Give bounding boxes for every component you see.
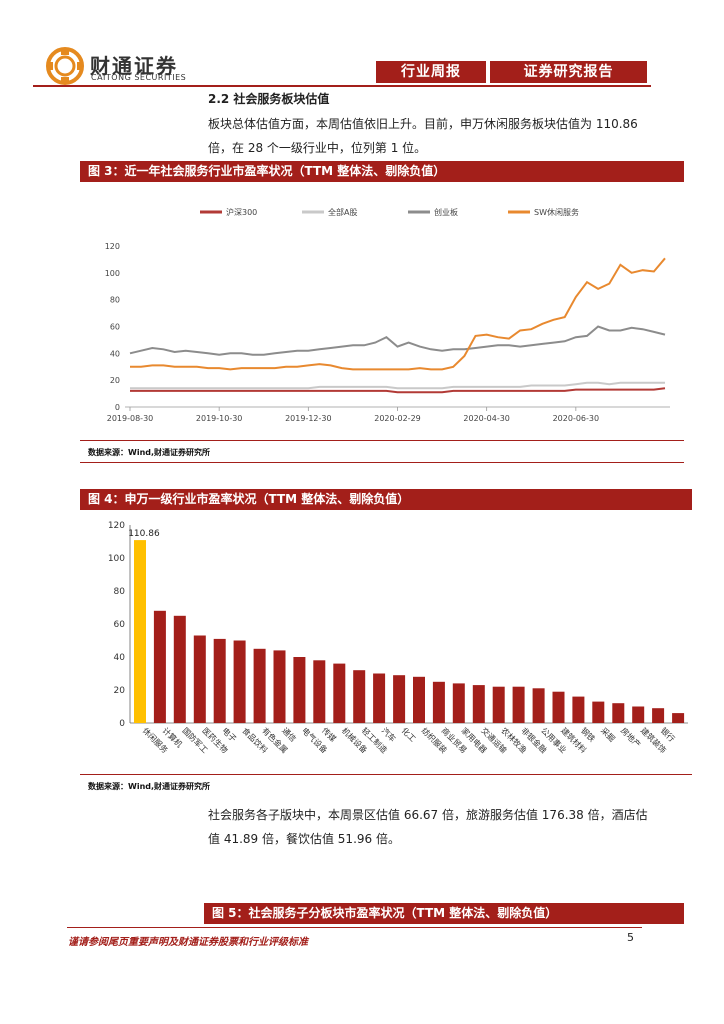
x-category-label: 采掘 <box>599 725 617 743</box>
x-category-label: 传媒 <box>320 725 338 743</box>
y-tick-label: 0 <box>115 403 120 412</box>
y-tick-label: 60 <box>110 323 120 332</box>
bar <box>134 540 146 723</box>
figure-4-divider <box>80 774 692 775</box>
figure-3-title: 图 3：近一年社会服务行业市盈率状况（TTM 整体法、剔除负值） <box>80 161 684 182</box>
paragraph-1-line-2: 倍，在 28 个一级行业中，位列第 1 位。 <box>208 141 427 155</box>
y-tick-label: 40 <box>114 653 126 663</box>
brand-name-cn: 财通证券 <box>90 54 178 78</box>
bar <box>173 615 186 723</box>
legend-label-1: 全部A股 <box>328 207 357 217</box>
series-line-0 <box>130 387 666 394</box>
bar <box>193 635 206 723</box>
paragraph-2-line-2: 值 41.89 倍，餐饮估值 51.96 倍。 <box>208 832 400 846</box>
bar <box>652 708 665 723</box>
figure-4-title: 图 4：申万一级行业市盈率状况（TTM 整体法、剔除负值） <box>80 489 692 510</box>
brand-logo-icon <box>46 47 84 85</box>
legend-label-3: SW休闲服务 <box>534 207 579 217</box>
bar <box>612 703 625 723</box>
bar <box>592 701 605 723</box>
x-category-label: 通信 <box>280 725 298 743</box>
figure-3-bottom-divider <box>80 462 684 463</box>
x-category-label: 汽车 <box>380 725 398 743</box>
y-tick-label: 120 <box>108 521 125 531</box>
bar <box>432 681 445 724</box>
y-tick-label: 120 <box>105 242 120 251</box>
bar <box>632 706 645 723</box>
y-tick-label: 100 <box>105 269 120 278</box>
section-title: 2.2 社会服务板块估值 <box>208 92 330 106</box>
x-tick-label: 2019-12-30 <box>285 414 332 423</box>
figure-5-title: 图 5：社会服务子分板块市盈率状况（TTM 整体法、剔除负值） <box>204 903 684 924</box>
y-tick-label: 100 <box>108 554 125 564</box>
figure-4-source: 数据来源：Wind,财通证券研究所 <box>88 782 211 791</box>
report-type-tag: 行业周报 <box>376 61 486 83</box>
figure-3-source: 数据来源：Wind,财通证券研究所 <box>88 448 211 457</box>
series-line-2 <box>129 325 666 356</box>
y-tick-label: 60 <box>114 620 126 630</box>
y-tick-label: 80 <box>110 296 120 305</box>
bar <box>313 660 326 723</box>
bar <box>413 676 425 723</box>
series-line-3 <box>130 257 666 371</box>
legend-label-0: 沪深300 <box>226 207 257 217</box>
bar <box>672 713 685 723</box>
paragraph-1-line-1: 板块总体估值方面，本周估值依旧上升。目前，申万休闲服务板块估值为 110.86 <box>208 117 638 131</box>
bar <box>373 673 386 723</box>
x-category-label: 电子 <box>220 725 238 743</box>
x-tick-label: 2019-10-30 <box>196 414 243 423</box>
x-tick-label: 2020-02-29 <box>374 414 421 423</box>
bar <box>512 686 525 723</box>
x-category-label: 化工 <box>400 725 418 743</box>
y-tick-label: 20 <box>110 376 120 385</box>
x-category-label: 房地产 <box>619 725 643 749</box>
page-number: 5 <box>627 931 634 944</box>
bar <box>572 696 585 723</box>
bar <box>293 657 306 723</box>
x-category-label: 银行 <box>659 725 677 743</box>
x-tick-label: 2020-06-30 <box>553 414 600 423</box>
series-line-1 <box>130 381 665 390</box>
bar <box>233 640 246 723</box>
brand-name-en: CAITONG SECURITIES <box>91 73 187 82</box>
bar <box>532 688 545 723</box>
header-divider <box>33 85 651 87</box>
bar <box>253 648 266 724</box>
bar <box>492 686 505 723</box>
report-category-tag: 证券研究报告 <box>490 61 647 83</box>
footer-disclaimer: 谨请参阅尾页重要声明及财通证券股票和行业评级标准 <box>68 937 308 948</box>
y-tick-label: 40 <box>110 349 120 358</box>
y-tick-label: 80 <box>114 587 126 597</box>
bar <box>393 675 406 723</box>
bar-data-label: 110.86 <box>128 529 160 539</box>
x-tick-label: 2019-08-30 <box>107 414 154 423</box>
figure-3-divider <box>80 440 684 441</box>
x-category-label: 钢铁 <box>579 725 597 743</box>
y-tick-label: 0 <box>119 719 125 729</box>
bar <box>472 685 485 723</box>
bar <box>452 683 465 723</box>
figure-3-line-chart: 沪深300 全部A股 创业板 SW休闲服务 0 20 40 60 80 100 120 2019-08… <box>105 207 670 423</box>
bar <box>552 691 565 723</box>
bar <box>353 670 366 723</box>
bar <box>213 638 226 723</box>
footer-divider <box>67 927 642 928</box>
legend-label-2: 创业板 <box>434 207 458 217</box>
paragraph-2-line-1: 社会服务各子版块中，本周景区估值 66.67 倍，旅游服务估值 176.38 倍… <box>208 808 648 822</box>
y-tick-label: 20 <box>114 686 126 696</box>
bar <box>273 650 286 723</box>
x-tick-label: 2020-04-30 <box>463 414 510 423</box>
bar <box>333 663 346 723</box>
bar <box>153 610 166 723</box>
